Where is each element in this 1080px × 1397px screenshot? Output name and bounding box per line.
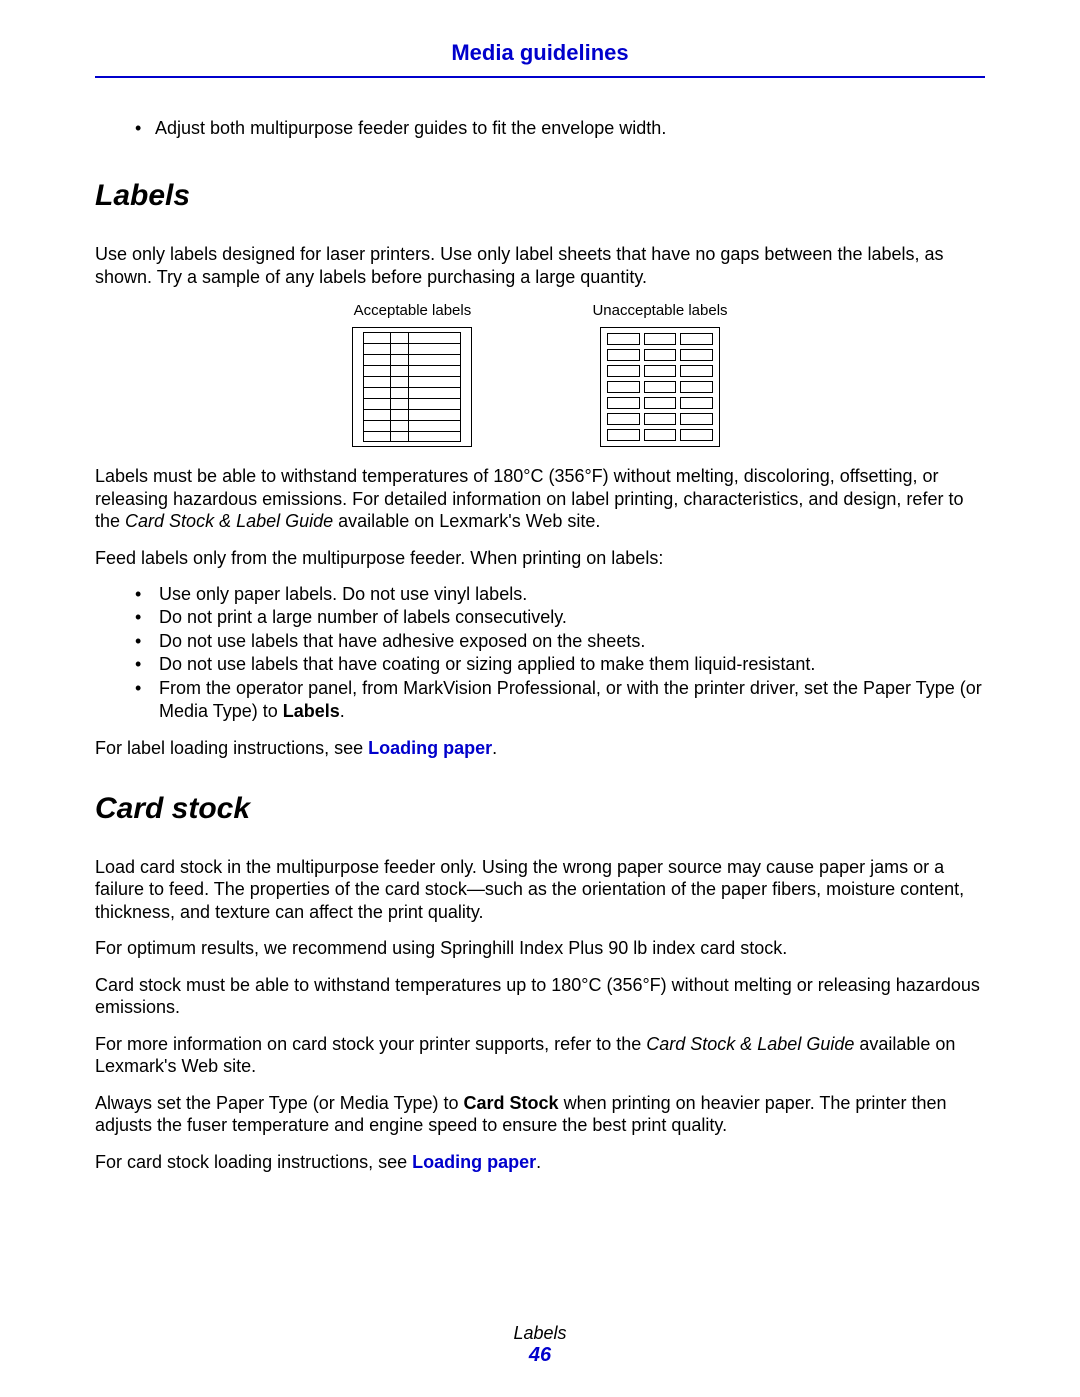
cardstock-p3: Card stock must be able to withstand tem… bbox=[95, 974, 985, 1019]
unacceptable-caption: Unacceptable labels bbox=[592, 302, 727, 319]
labels-p3: Feed labels only from the multipurpose f… bbox=[95, 547, 985, 570]
labels-heading: Labels bbox=[95, 179, 985, 213]
cardstock-link-suffix: . bbox=[536, 1152, 541, 1172]
labels-link-para: For label loading instructions, see Load… bbox=[95, 737, 985, 760]
cardstock-p4: For more information on card stock your … bbox=[95, 1033, 985, 1078]
labels-bullet5-part2: . bbox=[340, 701, 345, 721]
cardstock-p1: Load card stock in the multipurpose feed… bbox=[95, 856, 985, 924]
cardstock-heading: Card stock bbox=[95, 792, 985, 826]
header-rule bbox=[95, 76, 985, 78]
loading-paper-link-2[interactable]: Loading paper bbox=[412, 1152, 536, 1172]
labels-bullet-2: Do not print a large number of labels co… bbox=[135, 606, 985, 629]
page-footer: Labels 46 bbox=[0, 1323, 1080, 1367]
cardstock-p5-part1: Always set the Paper Type (or Media Type… bbox=[95, 1093, 464, 1113]
page-header-title: Media guidelines bbox=[95, 40, 985, 76]
cardstock-p5: Always set the Paper Type (or Media Type… bbox=[95, 1092, 985, 1137]
acceptable-sheet bbox=[352, 327, 472, 447]
cardstock-link-prefix: For card stock loading instructions, see bbox=[95, 1152, 412, 1172]
acceptable-caption: Acceptable labels bbox=[352, 302, 472, 319]
labels-link-prefix: For label loading instructions, see bbox=[95, 738, 368, 758]
labels-p2: Labels must be able to withstand tempera… bbox=[95, 465, 985, 533]
cardstock-p5-bold: Card Stock bbox=[464, 1093, 559, 1113]
labels-bullet-list: Use only paper labels. Do not use vinyl … bbox=[135, 583, 985, 723]
label-diagram-row: Acceptable labels Unacceptable labels bbox=[95, 302, 985, 447]
labels-intro: Use only labels designed for laser print… bbox=[95, 243, 985, 288]
footer-page-number: 46 bbox=[0, 1344, 1080, 1367]
labels-bullet-1: Use only paper labels. Do not use vinyl … bbox=[135, 583, 985, 606]
labels-bullet-3: Do not use labels that have adhesive exp… bbox=[135, 630, 985, 653]
labels-bullet-4: Do not use labels that have coating or s… bbox=[135, 653, 985, 676]
unacceptable-sheet bbox=[600, 327, 720, 447]
cardstock-link-para: For card stock loading instructions, see… bbox=[95, 1151, 985, 1174]
labels-link-suffix: . bbox=[492, 738, 497, 758]
top-bullet-text: Adjust both multipurpose feeder guides t… bbox=[155, 118, 666, 138]
footer-section: Labels bbox=[0, 1323, 1080, 1344]
cardstock-p4-part1: For more information on card stock your … bbox=[95, 1034, 646, 1054]
unacceptable-diagram: Unacceptable labels bbox=[592, 302, 727, 447]
acceptable-diagram: Acceptable labels bbox=[352, 302, 472, 447]
cardstock-p4-italic: Card Stock & Label Guide bbox=[646, 1034, 854, 1054]
labels-p2-part2: available on Lexmark's Web site. bbox=[333, 511, 600, 531]
labels-bullet5-bold: Labels bbox=[283, 701, 340, 721]
cardstock-p2: For optimum results, we recommend using … bbox=[95, 937, 985, 960]
top-bullet: •Adjust both multipurpose feeder guides … bbox=[135, 118, 985, 139]
labels-p2-italic: Card Stock & Label Guide bbox=[125, 511, 333, 531]
labels-bullet-5: From the operator panel, from MarkVision… bbox=[135, 677, 985, 724]
loading-paper-link-1[interactable]: Loading paper bbox=[368, 738, 492, 758]
